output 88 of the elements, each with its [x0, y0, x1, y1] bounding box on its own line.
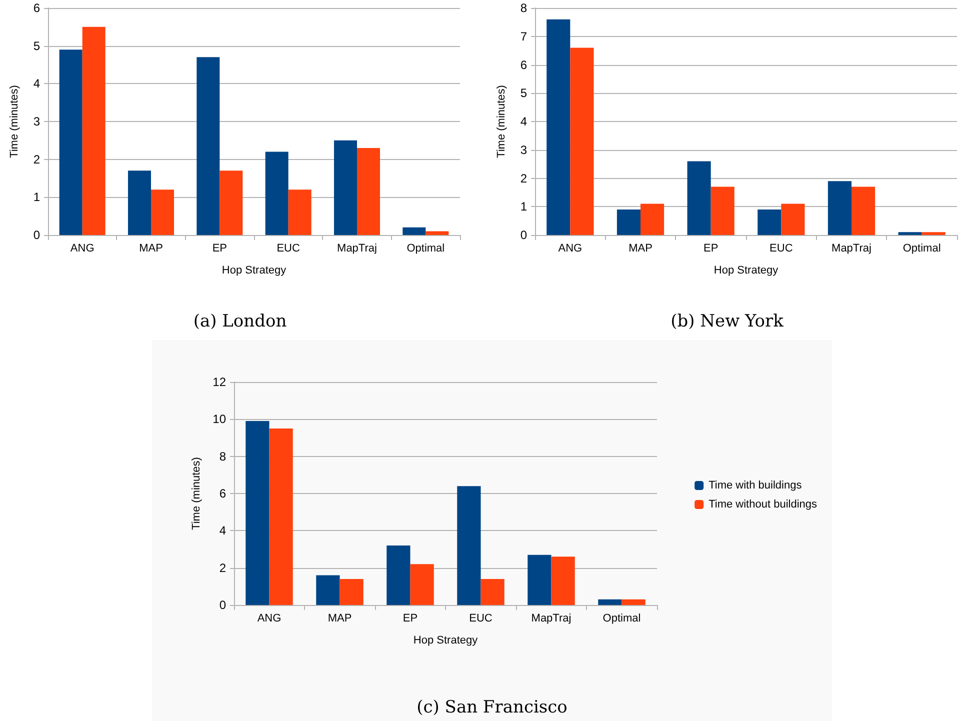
- bar: [898, 232, 922, 235]
- legend-label: Time with buildings: [708, 480, 802, 492]
- bar: [410, 564, 434, 605]
- y-axis-title: Time (minutes): [496, 85, 508, 158]
- x-tick-label: EUC: [469, 612, 492, 624]
- y-tick-label: 7: [520, 29, 528, 44]
- bar: [828, 181, 852, 235]
- bar: [340, 578, 364, 605]
- bar: [480, 578, 504, 605]
- bar: [357, 148, 380, 235]
- bar: [269, 428, 293, 605]
- bar: [622, 599, 646, 605]
- y-tick-label: 4: [520, 114, 528, 128]
- y-tick-label: 2: [33, 152, 40, 166]
- y-tick-label: 5: [520, 86, 528, 100]
- x-axis-title: Hop Strategy: [413, 634, 478, 646]
- y-tick-label: 4: [33, 76, 40, 91]
- bar: [781, 204, 805, 235]
- y-tick-label: 8: [520, 1, 528, 15]
- bar: [334, 140, 357, 235]
- x-tick-label: EUC: [770, 242, 793, 254]
- y-tick-label: 5: [33, 38, 40, 53]
- y-tick-label: 10: [212, 412, 226, 426]
- text: (b) New York: [670, 312, 784, 332]
- bar: [386, 546, 410, 605]
- y-tick-label: 2: [219, 560, 226, 575]
- y-tick-label: 0: [520, 228, 528, 242]
- bar: [758, 209, 782, 235]
- y-axis-title: Time (minutes): [190, 457, 202, 530]
- bar: [82, 26, 106, 235]
- x-tick-label: MAP: [328, 612, 352, 624]
- bar: [546, 19, 570, 235]
- x-tick-label: ANG: [70, 242, 94, 254]
- bar: [402, 227, 426, 235]
- x-tick-label: MapTraj: [337, 242, 377, 254]
- y-tick-label: 8: [219, 449, 226, 464]
- x-tick-label: EUC: [276, 242, 300, 254]
- y-tick-label: 1: [33, 190, 40, 204]
- y-tick-label: 3: [33, 114, 40, 128]
- bar: [551, 556, 575, 605]
- bar: [598, 599, 622, 605]
- x-tick-label: MapTraj: [832, 242, 872, 254]
- text: (a) London: [193, 312, 287, 332]
- bar: [288, 190, 312, 235]
- x-tick-label: Optimal: [602, 612, 641, 624]
- text: (c) San Francisco: [416, 698, 568, 718]
- bar: [59, 50, 82, 235]
- bar: [570, 48, 594, 235]
- bar: [640, 204, 664, 235]
- x-tick-label: EP: [402, 612, 418, 624]
- bar: [151, 190, 174, 235]
- x-tick-label: MAP: [628, 242, 652, 254]
- x-axis-title: Hop Strategy: [714, 264, 779, 276]
- bar: [246, 421, 270, 605]
- y-tick-label: 3: [520, 142, 528, 157]
- x-tick-label: ANG: [257, 612, 282, 624]
- legend-label: Time without buildings: [708, 498, 818, 510]
- x-tick-label: MAP: [139, 242, 163, 254]
- y-tick-label: 0: [33, 228, 40, 242]
- x-axis-title: Hop Strategy: [222, 264, 287, 276]
- bar: [220, 170, 243, 235]
- y-tick-label: 4: [219, 524, 226, 538]
- y-tick-label: 6: [520, 58, 528, 72]
- x-tick-label: Optimal: [902, 242, 941, 254]
- x-tick-label: EP: [703, 242, 718, 254]
- y-tick-label: 1: [520, 200, 528, 214]
- bar: [687, 161, 711, 235]
- bar: [457, 486, 481, 605]
- bar: [265, 152, 288, 235]
- bar: [426, 231, 449, 235]
- y-axis-title: Time (minutes): [8, 85, 20, 158]
- bar: [196, 57, 220, 235]
- y-tick-label: 6: [219, 486, 226, 500]
- bar: [616, 209, 640, 235]
- x-tick-label: Optimal: [406, 242, 445, 254]
- bar: [316, 575, 340, 605]
- y-tick-label: 6: [33, 1, 40, 15]
- bar: [128, 170, 151, 235]
- bar: [528, 554, 552, 605]
- bar: [922, 232, 946, 235]
- bar: [852, 186, 876, 235]
- y-tick-label: 2: [520, 171, 528, 186]
- y-tick-label: 0: [219, 598, 226, 612]
- bar: [710, 186, 734, 235]
- x-tick-label: EP: [212, 242, 228, 254]
- x-tick-label: ANG: [558, 242, 582, 254]
- x-tick-label: MapTraj: [531, 612, 572, 624]
- y-tick-label: 12: [212, 375, 226, 389]
